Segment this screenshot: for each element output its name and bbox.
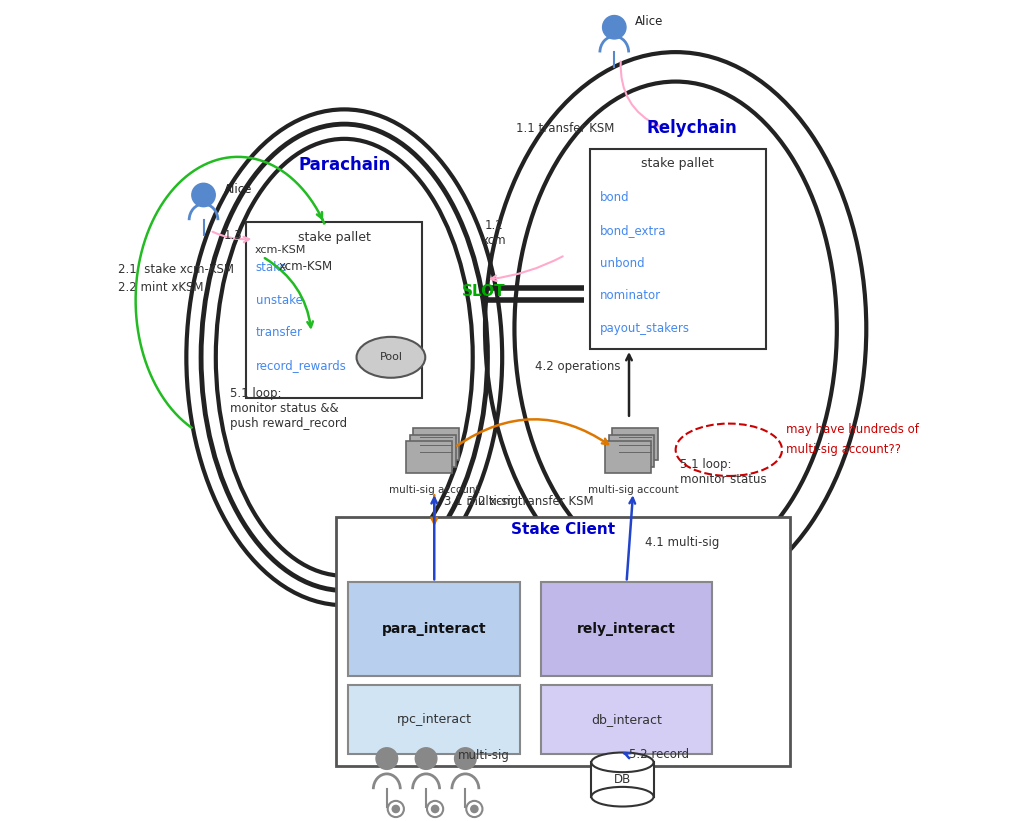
Text: record_rewards: record_rewards bbox=[256, 359, 347, 372]
Text: multi-sig: multi-sig bbox=[458, 750, 509, 762]
Text: 1.1 transfer KSM: 1.1 transfer KSM bbox=[516, 122, 614, 135]
Text: payout_stakers: payout_stakers bbox=[599, 322, 689, 335]
Text: stake pallet: stake pallet bbox=[641, 157, 714, 170]
Text: may have hundreds of: may have hundreds of bbox=[786, 424, 919, 437]
Text: db_interact: db_interact bbox=[591, 713, 662, 726]
FancyBboxPatch shape bbox=[605, 441, 651, 473]
FancyBboxPatch shape bbox=[611, 428, 657, 460]
Text: para_interact: para_interact bbox=[382, 622, 486, 636]
FancyBboxPatch shape bbox=[246, 222, 422, 398]
Text: bond: bond bbox=[599, 191, 629, 204]
Text: stake: stake bbox=[256, 261, 288, 274]
Text: unstake: unstake bbox=[256, 294, 303, 306]
Ellipse shape bbox=[592, 787, 653, 806]
FancyBboxPatch shape bbox=[410, 434, 456, 466]
Text: 2.1  stake xcm-KSM: 2.1 stake xcm-KSM bbox=[118, 263, 233, 276]
Text: Alice: Alice bbox=[635, 16, 664, 29]
FancyBboxPatch shape bbox=[407, 441, 453, 473]
FancyBboxPatch shape bbox=[608, 434, 654, 466]
FancyBboxPatch shape bbox=[590, 149, 766, 349]
Circle shape bbox=[455, 748, 476, 769]
Text: multi-sig account: multi-sig account bbox=[588, 485, 679, 495]
Text: 1.3: 1.3 bbox=[224, 229, 243, 241]
Circle shape bbox=[431, 805, 438, 813]
Text: xcm-KSM: xcm-KSM bbox=[254, 245, 305, 255]
Text: 3.1 multi-sig: 3.1 multi-sig bbox=[444, 494, 518, 507]
Circle shape bbox=[416, 748, 437, 769]
Text: xcm-KSM: xcm-KSM bbox=[279, 259, 333, 273]
Text: transfer: transfer bbox=[256, 326, 303, 339]
Circle shape bbox=[471, 805, 478, 813]
Text: nominator: nominator bbox=[599, 290, 660, 302]
Text: 5.1 loop:
monitor status &&
push reward_record: 5.1 loop: monitor status && push reward_… bbox=[229, 387, 347, 430]
Text: SLOT: SLOT bbox=[462, 284, 505, 300]
Ellipse shape bbox=[230, 154, 458, 561]
Text: Pool: Pool bbox=[380, 352, 402, 362]
Text: Stake Client: Stake Client bbox=[511, 522, 615, 538]
Text: 5.1 loop:
monitor status: 5.1 loop: monitor status bbox=[680, 457, 766, 485]
FancyBboxPatch shape bbox=[348, 685, 520, 754]
Text: rpc_interact: rpc_interact bbox=[396, 713, 472, 726]
Text: bond_extra: bond_extra bbox=[599, 224, 666, 237]
Text: multi-sig account??: multi-sig account?? bbox=[786, 443, 901, 456]
FancyBboxPatch shape bbox=[413, 428, 459, 460]
Text: Parachain: Parachain bbox=[298, 156, 390, 174]
Ellipse shape bbox=[529, 96, 822, 561]
FancyBboxPatch shape bbox=[592, 763, 653, 796]
FancyBboxPatch shape bbox=[541, 582, 713, 677]
Text: stake pallet: stake pallet bbox=[298, 231, 371, 244]
Text: unbond: unbond bbox=[599, 257, 644, 270]
Text: 4.1 multi-sig: 4.1 multi-sig bbox=[645, 535, 720, 548]
Ellipse shape bbox=[592, 753, 653, 773]
Text: 3.2 xcm transfer KSM: 3.2 xcm transfer KSM bbox=[467, 494, 594, 507]
Ellipse shape bbox=[356, 337, 425, 378]
Text: Alice: Alice bbox=[224, 183, 252, 196]
Text: DB: DB bbox=[613, 773, 631, 786]
Text: multi-sig account: multi-sig account bbox=[389, 485, 479, 495]
Text: rely_interact: rely_interact bbox=[578, 622, 676, 636]
FancyBboxPatch shape bbox=[348, 582, 520, 677]
Circle shape bbox=[392, 805, 399, 813]
FancyBboxPatch shape bbox=[336, 517, 791, 767]
Circle shape bbox=[602, 16, 626, 39]
Text: Relychain: Relychain bbox=[646, 119, 737, 137]
Text: 4.2 operations: 4.2 operations bbox=[536, 360, 621, 373]
Circle shape bbox=[376, 748, 397, 769]
Circle shape bbox=[191, 183, 215, 207]
Text: 2.2 mint xKSM: 2.2 mint xKSM bbox=[118, 281, 203, 294]
FancyBboxPatch shape bbox=[541, 685, 713, 754]
Text: 5.2 record: 5.2 record bbox=[629, 748, 689, 761]
Text: 1.2
xcm: 1.2 xcm bbox=[481, 219, 506, 247]
